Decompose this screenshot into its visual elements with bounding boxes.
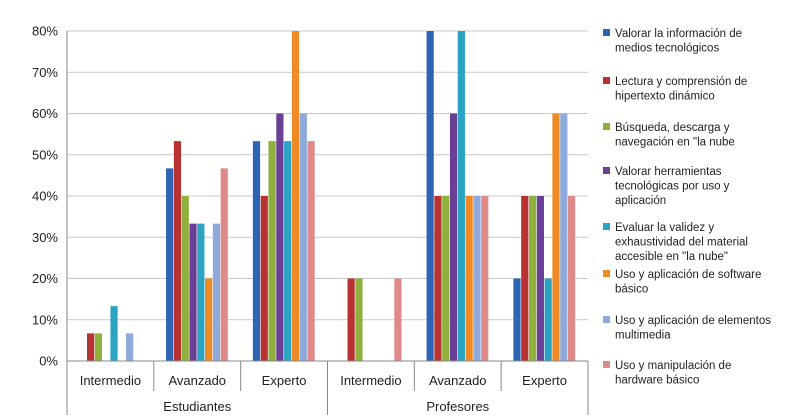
legend-label-line: navegación en "la nube bbox=[615, 137, 735, 149]
legend-label-line: Búsqueda, descarga y bbox=[615, 122, 730, 134]
bar bbox=[173, 141, 182, 361]
bar bbox=[481, 196, 489, 361]
legend-swatch bbox=[603, 167, 610, 174]
y-tick-label: 0% bbox=[39, 354, 58, 369]
bar bbox=[291, 31, 300, 361]
bar bbox=[299, 113, 307, 361]
legend-swatch bbox=[603, 77, 610, 84]
bar bbox=[284, 141, 292, 361]
bar bbox=[426, 31, 434, 361]
bar bbox=[166, 168, 174, 361]
legend-label-line: Uso y manipulación de bbox=[615, 360, 731, 372]
legend-label: Búsqueda, descarga y navegación en "la nu… bbox=[615, 122, 735, 149]
group-label: Profesores bbox=[426, 399, 489, 414]
bars bbox=[87, 31, 576, 361]
bar bbox=[260, 196, 268, 361]
bar bbox=[434, 196, 442, 361]
bar bbox=[449, 113, 458, 361]
bar bbox=[87, 333, 95, 361]
legend-label-line: tecnológicas por uso y bbox=[615, 181, 730, 193]
bar bbox=[220, 168, 228, 361]
legend-label-line: aplicación bbox=[615, 195, 666, 207]
y-tick-label: 30% bbox=[32, 230, 58, 245]
gridlines bbox=[67, 30, 588, 321]
legend-label-line: hardware básico bbox=[615, 375, 699, 387]
y-tick-labels: 0% 10% 20% 30% 40% 50% 60% 70% 80% bbox=[32, 24, 58, 369]
bar bbox=[528, 196, 537, 361]
legend-label-line: hipertexto dinámico bbox=[615, 91, 715, 103]
bar bbox=[521, 196, 529, 361]
bar bbox=[197, 223, 205, 361]
legend-swatch bbox=[603, 270, 610, 277]
legend-label-line: Evaluar la validez y bbox=[615, 222, 714, 234]
bar bbox=[544, 278, 552, 361]
category-label: Avanzado bbox=[429, 373, 487, 388]
bar bbox=[394, 278, 402, 361]
bar bbox=[276, 113, 284, 361]
legend-label: Uso y aplicación de software básico bbox=[615, 269, 761, 296]
y-tick-label: 70% bbox=[32, 65, 58, 80]
legend-label-line: Valorar la información de bbox=[615, 28, 742, 40]
bar bbox=[181, 196, 189, 361]
bar bbox=[560, 113, 568, 361]
y-tick-label: 80% bbox=[32, 24, 58, 39]
bar bbox=[126, 333, 134, 361]
bar bbox=[355, 278, 363, 361]
bar bbox=[268, 141, 276, 361]
legend-label: Uso y manipulación de hardware básico bbox=[615, 360, 731, 387]
legend-label: Uso y aplicación de elementos multimedia bbox=[615, 315, 771, 342]
bar bbox=[567, 196, 576, 361]
category-label: Avanzado bbox=[168, 373, 226, 388]
y-tick-label: 40% bbox=[32, 189, 58, 204]
legend-label: Lectura y comprensión de hipertexto dinám… bbox=[615, 76, 747, 103]
bar bbox=[205, 278, 213, 361]
bar bbox=[442, 196, 450, 361]
y-tick-label: 50% bbox=[32, 147, 58, 162]
bar bbox=[189, 223, 197, 361]
x-category-labels: Intermedio Avanzado Experto Intermedio Avanz… bbox=[66, 361, 589, 415]
bar bbox=[457, 31, 465, 361]
bar bbox=[307, 141, 315, 361]
legend-swatch bbox=[603, 123, 610, 130]
legend-label: Evaluar la validez y exhaustividad del ma… bbox=[615, 222, 748, 263]
bar bbox=[536, 196, 544, 361]
legend-label: Valorar la información de medios tecnológ… bbox=[615, 28, 742, 55]
bar bbox=[552, 113, 560, 361]
legend-swatch bbox=[603, 223, 610, 230]
legend-label-line: exhaustividad del material bbox=[615, 237, 748, 249]
legend-swatch bbox=[603, 316, 610, 323]
legend-label: Valorar herramientas tecnológicas por uso… bbox=[615, 166, 730, 207]
bar bbox=[473, 196, 481, 361]
bar bbox=[513, 278, 521, 361]
y-tick-label: 10% bbox=[32, 312, 58, 327]
group-label: Estudiantes bbox=[163, 399, 231, 414]
bar bbox=[110, 306, 118, 361]
legend-label-line: accesible en "la nube" bbox=[615, 251, 728, 263]
legend-label-line: multimedia bbox=[615, 330, 671, 342]
bar bbox=[252, 141, 261, 361]
category-label: Intermedio bbox=[80, 373, 141, 388]
legend-label-line: Uso y aplicación de software bbox=[615, 269, 761, 281]
bar bbox=[347, 278, 355, 361]
legend-swatch bbox=[603, 29, 610, 36]
bar bbox=[212, 223, 221, 361]
bar bbox=[94, 333, 103, 361]
legend-swatch bbox=[603, 361, 610, 368]
category-label: Experto bbox=[522, 373, 567, 388]
legend-label-line: básico bbox=[615, 284, 648, 296]
category-label: Intermedio bbox=[340, 373, 401, 388]
legend-label-line: Lectura y comprensión de bbox=[615, 76, 747, 88]
bar bbox=[465, 196, 473, 361]
category-label: Experto bbox=[262, 373, 307, 388]
legend-label-line: Valorar herramientas bbox=[615, 166, 722, 178]
legend-label-line: Uso y aplicación de elementos bbox=[615, 315, 771, 327]
legend-label-line: medios tecnológicos bbox=[615, 43, 719, 55]
y-tick-label: 20% bbox=[32, 271, 58, 286]
legend: Valorar la información de medios tecnológ… bbox=[603, 28, 771, 387]
y-tick-label: 60% bbox=[32, 106, 58, 121]
